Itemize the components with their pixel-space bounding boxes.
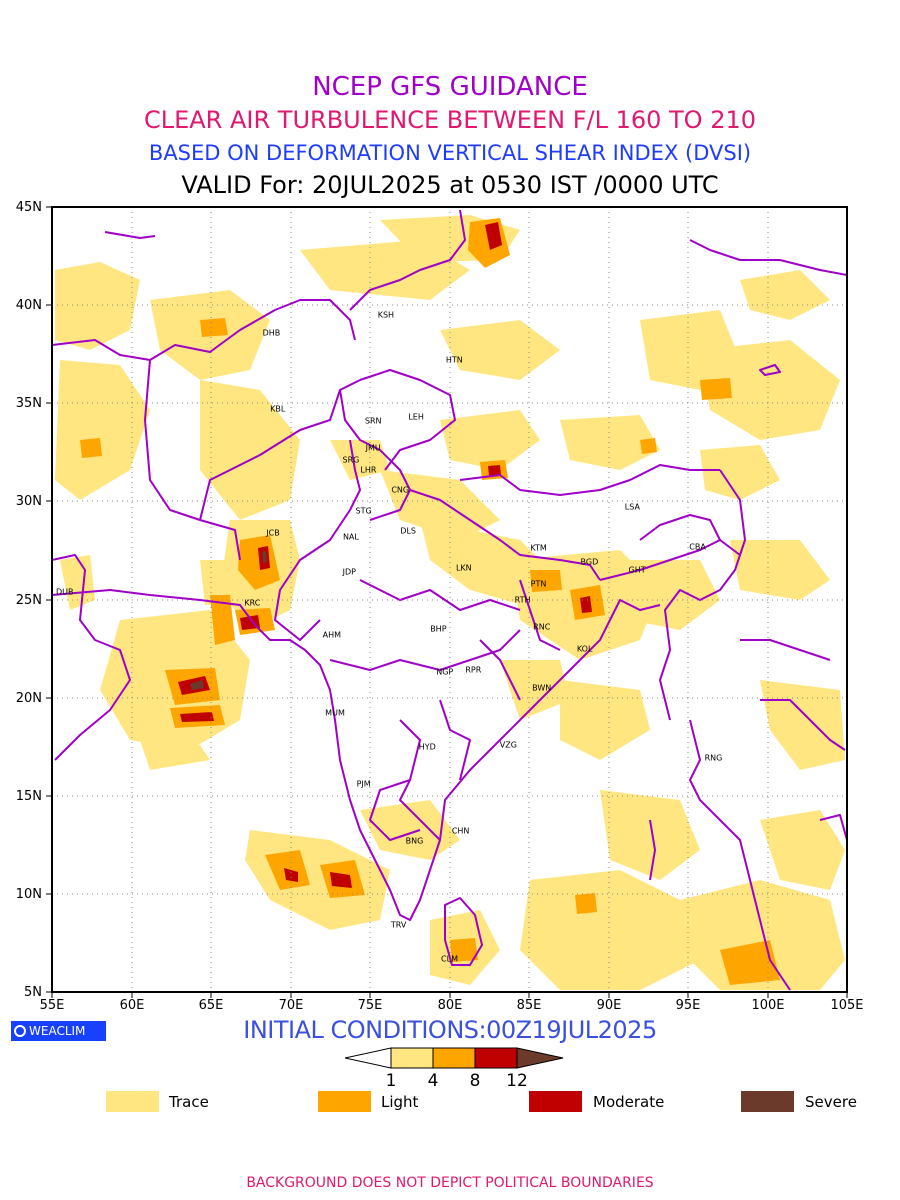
weaclim-logo: WEACLIM <box>11 1021 106 1041</box>
city-label-vzg: VZG <box>499 740 517 750</box>
lat-label: 5N <box>24 985 42 1000</box>
turbulence-map <box>46 206 848 998</box>
legend-label-trace: Trace <box>169 1093 209 1111</box>
lon-label: 95E <box>675 998 701 1013</box>
city-label-cba: CBA <box>689 542 706 551</box>
legend-swatch-light <box>318 1091 371 1112</box>
logo-text: WEACLIM <box>29 1024 86 1038</box>
lat-label: 40N <box>15 298 42 313</box>
city-label-lhr: LHR <box>360 465 377 475</box>
city-label-kbl: KBL <box>270 404 286 414</box>
city-label-kol: KOL <box>576 644 593 654</box>
city-label-bwn: BWN <box>532 683 552 693</box>
colorbar-label: 1 <box>385 1071 397 1091</box>
city-label-mum: MUM <box>325 708 345 718</box>
colorbar-light <box>432 1047 476 1069</box>
lat-label: 30N <box>15 494 42 509</box>
colorbar-moderate <box>474 1047 518 1069</box>
city-label-htn: HTN <box>445 355 463 365</box>
lon-label: 85E <box>516 998 542 1013</box>
legend-label-severe: Severe <box>805 1093 857 1111</box>
city-label-ptn: PTN <box>530 579 547 589</box>
city-label-rth: RTH <box>514 595 531 604</box>
axis-ticks <box>46 206 848 998</box>
legend-swatch-moderate <box>529 1091 582 1112</box>
initial-conditions: INITIAL CONDITIONS:00Z19JUL2025 <box>243 1016 657 1044</box>
city-label-srn: SRN <box>364 416 382 426</box>
lon-label: 70E <box>278 998 304 1013</box>
city-label-chn: CHN <box>451 826 470 836</box>
legend-label-moderate: Moderate <box>593 1093 665 1111</box>
city-label-jmu: JMU <box>365 443 381 453</box>
city-label-lkn: LKN <box>455 563 472 573</box>
city-label-bhp: BHP <box>430 624 447 634</box>
city-label-nal: NAL <box>342 532 359 542</box>
lon-label: 105E <box>830 998 864 1013</box>
moderate-areas <box>178 222 592 888</box>
city-label-clm: CLM <box>441 954 458 964</box>
lon-label: 90E <box>596 998 622 1013</box>
colorbar <box>345 1047 564 1069</box>
title-line-1: NCEP GFS GUIDANCE <box>312 72 588 102</box>
city-label-leh: LEH <box>408 412 424 422</box>
city-label-ngp: NGP <box>436 667 454 677</box>
valid-time: VALID For: 20JUL2025 at 0530 IST /0000 U… <box>181 171 719 199</box>
title-line-2: CLEAR AIR TURBULENCE BETWEEN F/L 160 TO … <box>143 106 757 134</box>
city-label-hyd: HYD <box>418 742 436 752</box>
boundaries <box>52 209 847 991</box>
city-label-jcb: JCB <box>266 528 280 538</box>
logo-circle-icon <box>14 1025 26 1037</box>
city-label-stg: STG <box>355 506 372 516</box>
city-label-ght: GHT <box>628 565 646 575</box>
city-label-cng: CNG <box>391 485 410 495</box>
lat-lon-grid <box>52 207 847 992</box>
city-label-dub: DUB <box>55 587 74 597</box>
colorbar-label: 8 <box>469 1071 481 1091</box>
city-label-ahm: AHM <box>322 630 342 640</box>
legend-label-light: Light <box>381 1093 419 1111</box>
lat-label: 15N <box>15 789 42 804</box>
lon-label: 65E <box>198 998 224 1013</box>
lon-label: 55E <box>39 998 65 1013</box>
city-label-rnc: RNC <box>533 622 551 632</box>
lon-label: 80E <box>437 998 463 1013</box>
legend-swatch-severe <box>741 1091 794 1112</box>
lat-label: 10N <box>15 887 42 902</box>
colorbar-severe <box>516 1047 564 1069</box>
colorbar-label: 4 <box>427 1071 439 1091</box>
colorbar-low-end <box>345 1047 392 1069</box>
city-label-dhb: DHB <box>262 328 281 338</box>
city-label-pjm: PJM <box>356 779 371 789</box>
city-label-srg: SRG <box>342 455 360 465</box>
city-label-ksh: KSH <box>377 310 395 320</box>
lon-label: 60E <box>119 998 145 1013</box>
city-label-jdp: JDP <box>342 567 356 577</box>
lat-label: 20N <box>15 691 42 706</box>
title-line-3: BASED ON DEFORMATION VERTICAL SHEAR INDE… <box>148 141 752 165</box>
legend-swatch-trace <box>106 1091 159 1112</box>
severe-areas <box>190 551 267 690</box>
lat-label: 45N <box>15 200 42 215</box>
city-label-dls: DLS <box>400 526 417 536</box>
colorbar-trace <box>390 1047 434 1069</box>
city-label-rng: RNG <box>704 753 723 763</box>
lon-label: 75E <box>357 998 383 1013</box>
city-label-krc: KRC <box>244 598 261 608</box>
lat-label: 35N <box>15 396 42 411</box>
city-label-lsa: LSA <box>624 502 640 512</box>
city-label-bgd: BGD <box>580 557 599 567</box>
lat-label: 25N <box>15 593 42 608</box>
city-label-ktm: KTM <box>530 543 547 553</box>
colorbar-label: 12 <box>506 1071 528 1091</box>
lon-label: 100E <box>751 998 785 1013</box>
turbulence-shading <box>55 215 845 990</box>
city-label-trv: TRV <box>390 920 407 930</box>
footer-note: BACKGROUND DOES NOT DEPICT POLITICAL BOU… <box>246 1175 654 1191</box>
city-label-rpr: RPR <box>465 665 482 675</box>
city-label-bng: BNG <box>405 836 424 846</box>
